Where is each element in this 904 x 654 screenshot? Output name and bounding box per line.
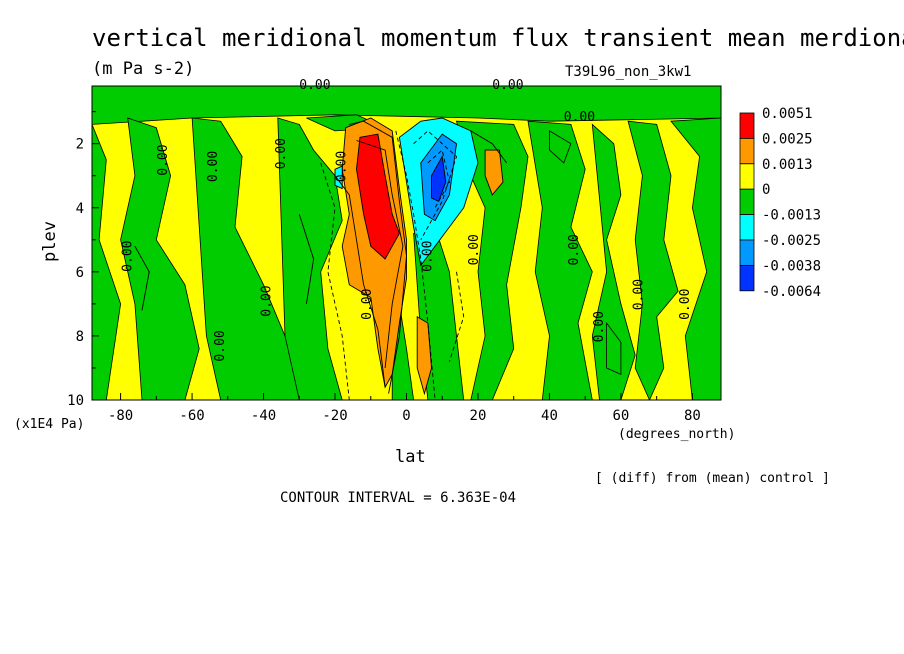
green-region	[670, 117, 721, 400]
y-axis-label: plev	[40, 221, 60, 262]
green-region	[549, 130, 572, 164]
y-tick-label: 10	[67, 393, 84, 409]
green-region	[591, 123, 636, 400]
x-tick-label: 40	[541, 408, 558, 424]
run-label: T39L96_non_3kw1	[565, 64, 691, 80]
contour-line	[395, 130, 436, 400]
x-axis-label: lat	[395, 447, 426, 467]
x-tick-label: 20	[470, 408, 487, 424]
units-label: (m Pa s-2)	[92, 59, 194, 79]
legend-label: -0.0064	[762, 284, 821, 300]
green-region	[277, 117, 343, 400]
shaded-region	[416, 315, 432, 396]
contour-line	[427, 149, 450, 209]
contour-line	[470, 130, 507, 164]
x-tick-label: 80	[684, 408, 701, 424]
contour-label: 0.00	[592, 311, 607, 342]
legend-swatch	[739, 188, 755, 215]
legend-swatch	[739, 137, 755, 165]
contour-line	[320, 162, 350, 400]
contour-interval: CONTOUR INTERVAL = 6.363E-04	[280, 490, 516, 506]
legend-label: 0	[762, 182, 770, 198]
x-tick-label: -80	[108, 408, 133, 424]
contour-line	[448, 271, 465, 362]
contour-line	[334, 175, 386, 388]
x-tick-label: 60	[613, 408, 630, 424]
legend-label: 0.0051	[762, 106, 813, 122]
x-axis-units: (degrees_north)	[618, 427, 735, 442]
green-region	[92, 86, 721, 125]
contour-label: 0.00	[260, 285, 275, 316]
x-axis: -80 -60 -40 -20 0 20 40 60 80	[108, 393, 701, 424]
shaded-region	[431, 155, 447, 202]
chart-title: vertical meridional momentum flux transi…	[92, 24, 904, 52]
legend-label: 0.0013	[762, 157, 813, 173]
color-legend: 0.0051 0.0025 0.0013 0 -0.0013 -0.0025 -0.0038…	[739, 106, 821, 300]
contour-line	[413, 130, 458, 241]
contour-label: 0.00	[564, 110, 595, 125]
shaded-regions	[334, 117, 504, 396]
y-tick-label: 4	[76, 201, 84, 217]
legend-swatch	[739, 112, 755, 139]
green-region	[627, 120, 679, 400]
contour-line	[134, 245, 150, 311]
y-tick-label: 8	[76, 329, 84, 345]
green-regions	[92, 86, 721, 400]
legend-label: -0.0013	[762, 208, 821, 224]
legend-swatch	[739, 264, 755, 292]
contour-label: 0.00	[631, 279, 646, 310]
plot-area	[92, 86, 721, 400]
shaded-region	[356, 133, 400, 260]
green-region	[92, 124, 122, 400]
green-region	[120, 117, 200, 400]
legend-swatch	[739, 163, 755, 190]
legend-swatch	[739, 239, 755, 266]
contour-label: 0.00	[335, 151, 350, 182]
x-tick-label: -20	[322, 408, 347, 424]
green-region	[455, 120, 529, 400]
contour-label: 0.00	[421, 241, 436, 272]
contour-line	[298, 214, 315, 304]
legend-label: -0.0025	[762, 233, 821, 249]
green-region	[191, 117, 329, 400]
contour-label: 0.00	[567, 234, 582, 265]
x-tick-label: 0	[402, 408, 410, 424]
contour-lines	[134, 120, 507, 400]
green-region	[606, 321, 622, 376]
footnote: [ (diff) from (mean) control ]	[595, 471, 830, 486]
y-tick-label: 6	[76, 265, 84, 281]
legend-label: 0.0025	[762, 131, 813, 147]
contour-label: 0.00	[213, 330, 228, 361]
contour-labels: 0.00 0.00 0.00 0.00 0.00 0.00 0.00 0.00 0.00 0.00…	[120, 78, 693, 361]
contour-label: 0.00	[274, 138, 289, 169]
contour-label: 0.00	[467, 234, 482, 265]
contour-label: 0.00	[120, 241, 135, 272]
contour-line	[356, 140, 404, 369]
legend-label: -0.0038	[762, 258, 821, 274]
y-axis-units: (x1E4 Pa)	[14, 417, 84, 432]
contour-line	[349, 120, 407, 394]
y-tick-label: 2	[76, 137, 84, 153]
y-axis: 2 4 6 8 10	[67, 111, 99, 409]
x-tick-label: -60	[179, 408, 204, 424]
contour-label: 0.00	[360, 289, 375, 320]
x-tick-label: -40	[251, 408, 276, 424]
contour-label: 0.00	[206, 151, 221, 182]
contour-label: 0.00	[678, 289, 693, 320]
green-region	[527, 120, 593, 400]
contour-label: 0.00	[156, 144, 171, 175]
legend-swatch	[739, 214, 755, 241]
